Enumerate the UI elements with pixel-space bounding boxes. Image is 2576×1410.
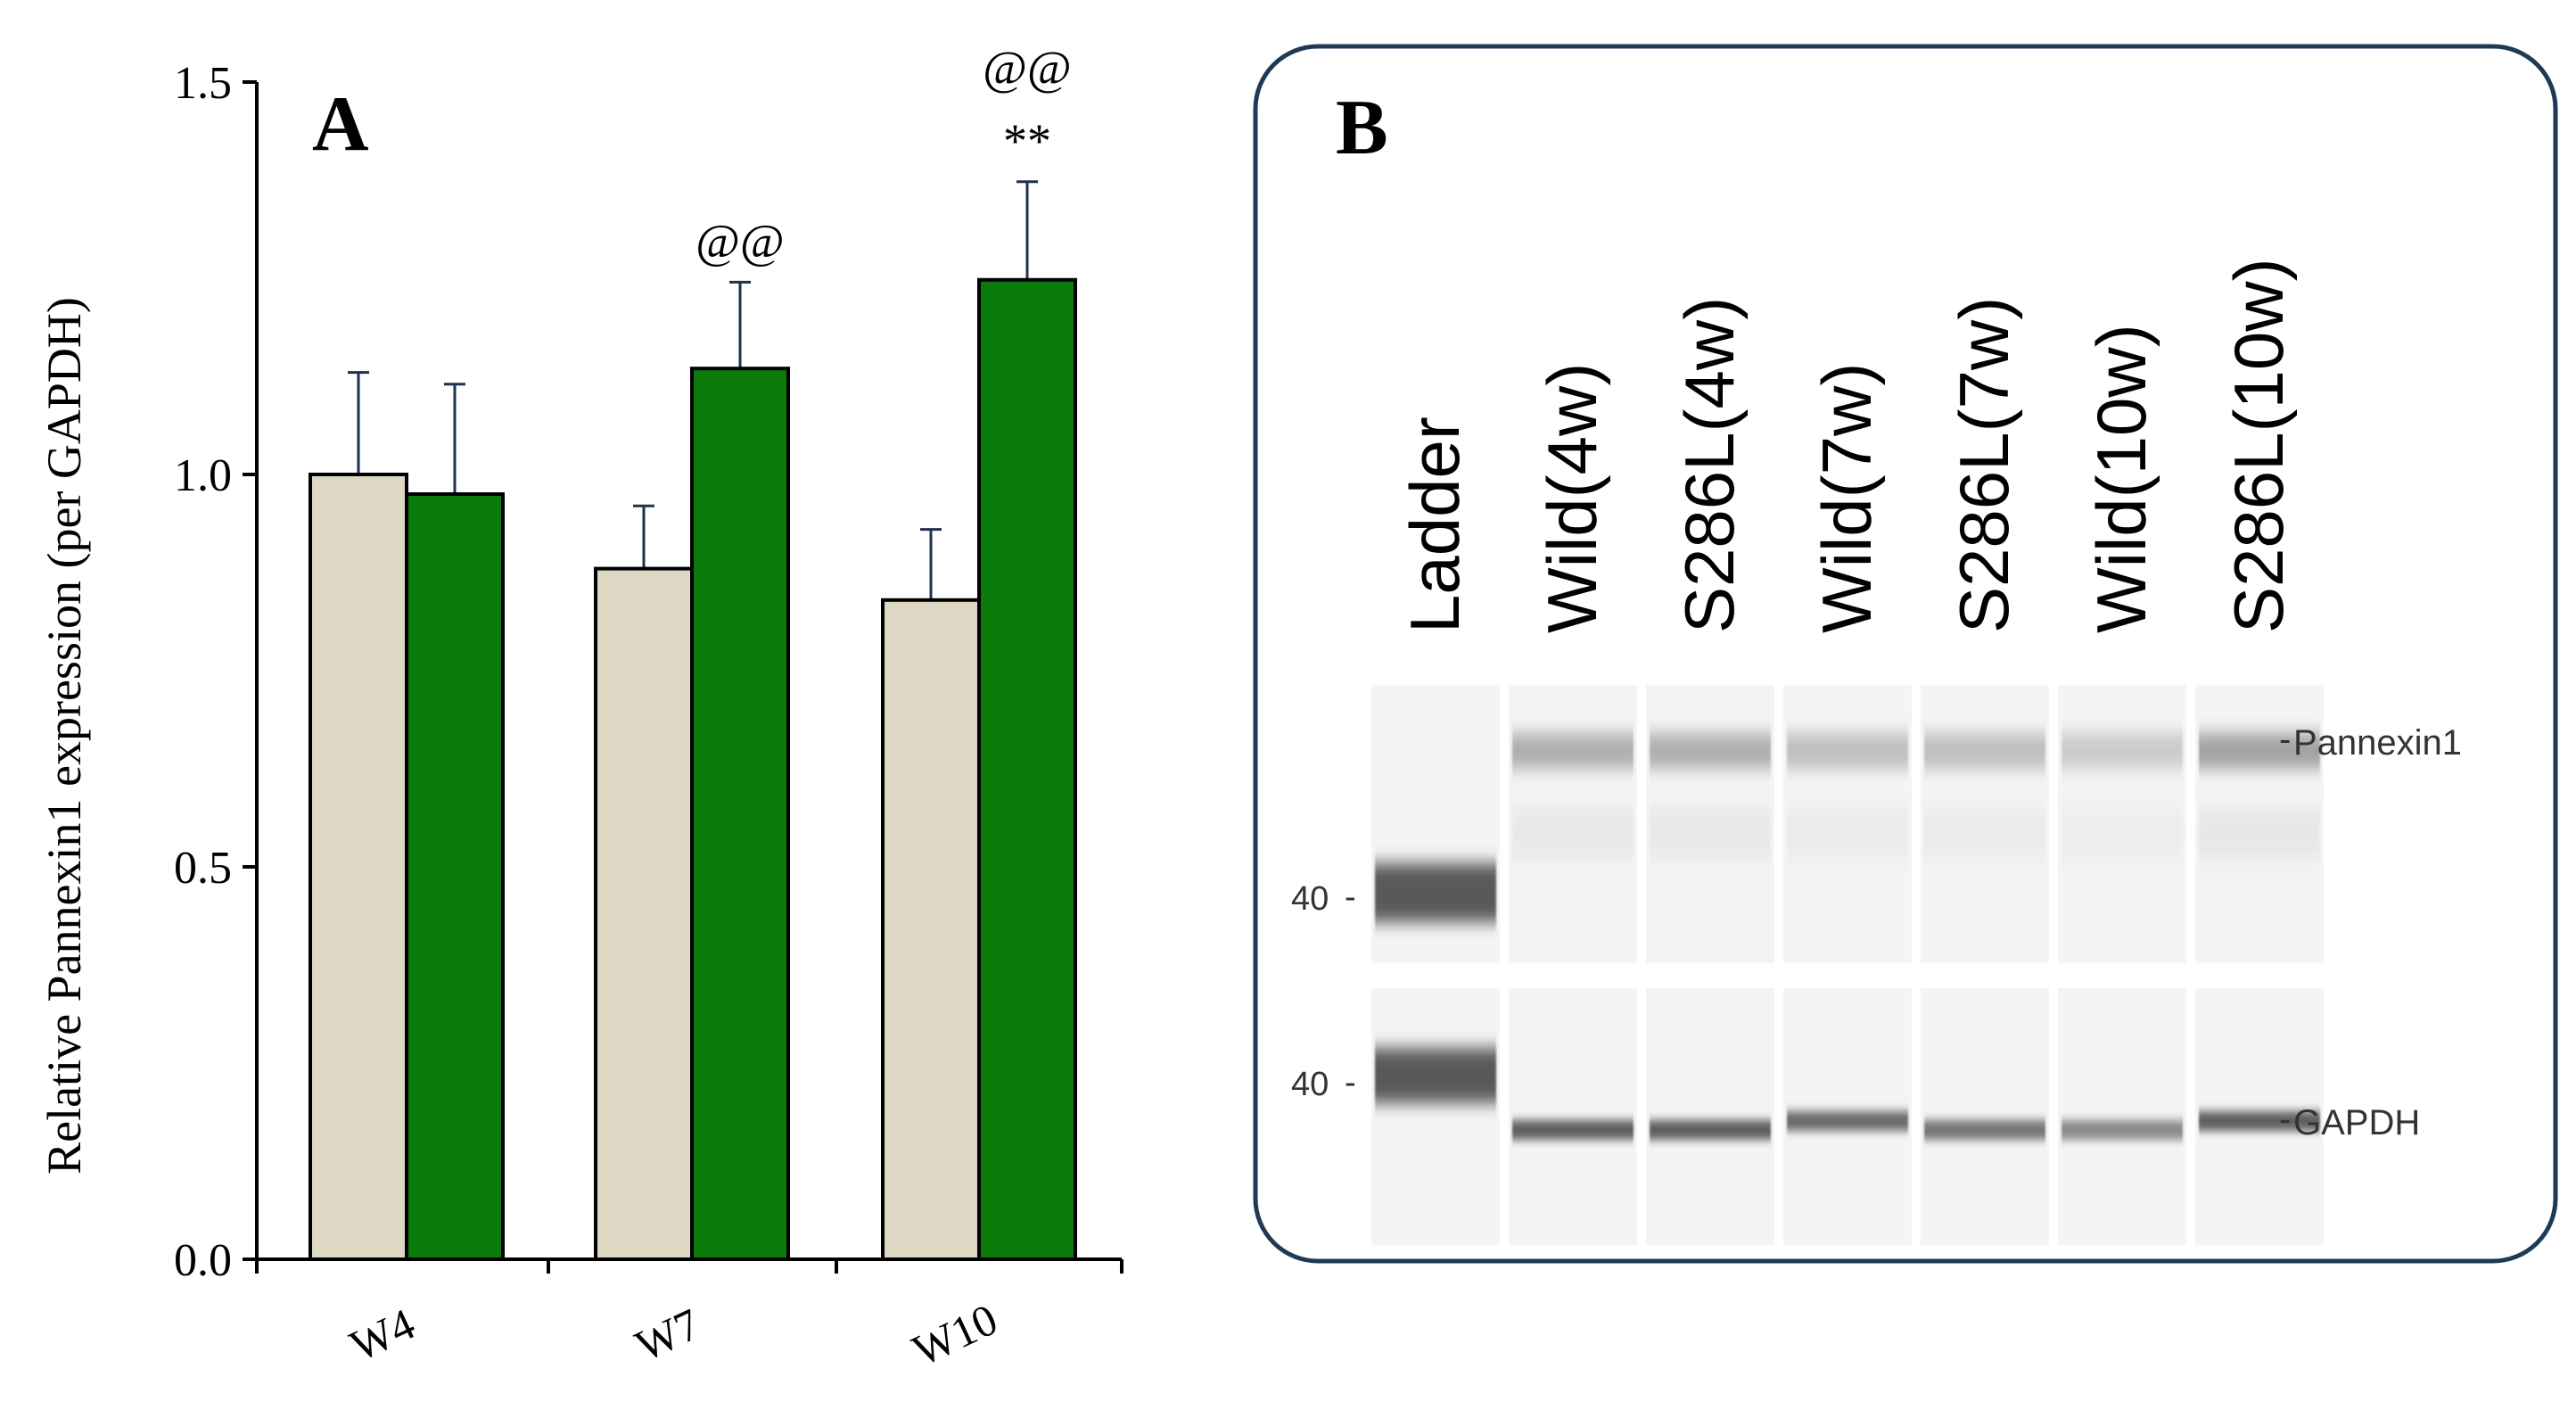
gel-layer (1371, 685, 2324, 1245)
y-tick-label-1: 0.5 (174, 843, 232, 894)
pannexin1-smear-3 (1787, 807, 1908, 861)
pannexin1-band-2 (1650, 733, 1771, 769)
gapdh-band-1 (1512, 1120, 1634, 1140)
pannexin1-label: Pannexin1 (2293, 723, 2462, 763)
y-tick-label-2: 1.0 (174, 450, 232, 501)
lane-label-5: Wild(10w) (2082, 324, 2160, 633)
x-tick-label-w4: W4 (342, 1299, 422, 1371)
bars-layer (309, 180, 1077, 1261)
bar-w10-wild (881, 598, 981, 1261)
bar-w4-wild (309, 473, 408, 1261)
gapdh-band-6 (2199, 1111, 2320, 1131)
pannexin1-smear-4 (1924, 807, 2045, 861)
ladder-band-upper (1375, 863, 1496, 922)
lane-label-4: S286L(7w) (1945, 297, 2023, 633)
gapdh-dash: - (2279, 1100, 2291, 1139)
panel-a-letter: A (312, 81, 369, 168)
ladder-mark-top: 40 (1291, 880, 1329, 918)
ladder-band-lower (1375, 1048, 1496, 1103)
lane-bg-lower-1 (1509, 988, 1637, 1245)
lane-bg-lower-5 (2058, 988, 2186, 1245)
lane-bg-lower-0 (1371, 988, 1500, 1245)
annotation-w10-1: ** (1003, 114, 1051, 168)
lane-label-1: Wild(4w) (1533, 363, 1611, 633)
ticks-layer: W4 W7 W10 0.0 0.5 1.0 1.5 (174, 58, 1005, 1376)
annotation-w10-0: @@ (983, 41, 1071, 95)
x-tick-label-w7: W7 (628, 1299, 707, 1371)
lane-labels: Ladder Wild(4w) S286L(4w) Wild(7w) S286L(7w)… (1395, 258, 2298, 633)
gapdh-band-3 (1787, 1111, 1908, 1131)
axes-layer (243, 80, 1123, 1274)
gapdh-label: GAPDH (2293, 1103, 2420, 1142)
pannexin1-dash: - (2279, 720, 2291, 759)
bar-w7-s286l (690, 367, 790, 1261)
pannexin1-band-3 (1787, 733, 1908, 769)
pannexin1-smear-2 (1650, 807, 1771, 861)
panel-a-bar-chart: A Relative Pannexin1 expression (per GAP… (37, 41, 1123, 1376)
y-axis-label: Relative Pannexin1 expression (per GAPDH… (37, 297, 91, 1175)
annotation-w7-0: @@ (695, 214, 784, 268)
ladder-tick-bottom: - (1345, 1064, 1356, 1101)
lane-label-2: S286L(4w) (1670, 297, 1749, 633)
y-tick-label-0: 0.0 (174, 1235, 232, 1286)
bar-w10-s286l (977, 277, 1077, 1261)
ladder-tick-top: - (1345, 878, 1356, 916)
lane-bg-lower-4 (1921, 988, 2049, 1245)
pannexin1-band-1 (1512, 733, 1634, 769)
lane-label-0: Ladder (1395, 416, 1474, 633)
y-tick-label-3: 1.5 (174, 58, 232, 109)
gapdh-band-5 (2062, 1120, 2183, 1140)
pannexin1-band-6 (2199, 733, 2320, 769)
lane-label-6: S286L(10w) (2219, 258, 2298, 633)
lane-bg-lower-2 (1646, 988, 1774, 1245)
pannexin1-band-4 (1924, 733, 2045, 769)
annotations-layer: @@ @@ ** (695, 41, 1071, 268)
ladder-mark-bottom: 40 (1291, 1066, 1329, 1103)
lane-label-3: Wild(7w) (1807, 363, 1886, 633)
pannexin1-smear-5 (2062, 807, 2183, 861)
panel-b-letter: B (1336, 85, 1388, 171)
x-tick-label-w10: W10 (905, 1294, 1005, 1376)
gapdh-band-2 (1650, 1120, 1771, 1140)
bar-w7-wild (594, 566, 694, 1261)
pannexin1-smear-1 (1512, 807, 1634, 861)
pannexin1-smear-6 (2199, 807, 2320, 861)
panel-b-gel: B Ladder Wild(4w) S286L(4w) Wild(7w) S286L(7… (1253, 44, 2558, 1264)
gapdh-band-4 (1924, 1120, 2045, 1140)
pannexin1-band-5 (2062, 733, 2183, 769)
bar-w4-s286l (405, 492, 505, 1261)
